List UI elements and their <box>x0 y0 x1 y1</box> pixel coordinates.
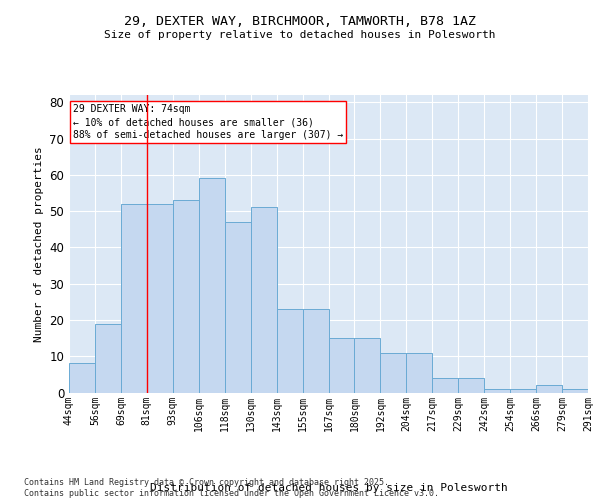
Bar <box>121 204 147 392</box>
Bar <box>406 352 432 393</box>
Bar <box>225 222 251 392</box>
Bar <box>510 389 536 392</box>
Bar <box>277 309 302 392</box>
Bar <box>562 389 588 392</box>
Bar <box>380 352 406 393</box>
Y-axis label: Number of detached properties: Number of detached properties <box>34 146 44 342</box>
Bar <box>147 204 173 392</box>
Bar <box>302 309 329 392</box>
Text: Contains HM Land Registry data © Crown copyright and database right 2025.
Contai: Contains HM Land Registry data © Crown c… <box>24 478 439 498</box>
X-axis label: Distribution of detached houses by size in Polesworth: Distribution of detached houses by size … <box>149 484 508 494</box>
Bar <box>458 378 484 392</box>
Text: Size of property relative to detached houses in Polesworth: Size of property relative to detached ho… <box>104 30 496 40</box>
Bar <box>484 389 510 392</box>
Bar <box>355 338 380 392</box>
Bar <box>95 324 121 392</box>
Bar <box>173 200 199 392</box>
Bar <box>69 364 95 392</box>
Bar <box>536 385 562 392</box>
Bar <box>433 378 458 392</box>
Text: 29, DEXTER WAY, BIRCHMOOR, TAMWORTH, B78 1AZ: 29, DEXTER WAY, BIRCHMOOR, TAMWORTH, B78… <box>124 15 476 28</box>
Bar <box>329 338 355 392</box>
Text: 29 DEXTER WAY: 74sqm
← 10% of detached houses are smaller (36)
88% of semi-detac: 29 DEXTER WAY: 74sqm ← 10% of detached h… <box>73 104 343 141</box>
Bar <box>251 208 277 392</box>
Bar <box>199 178 224 392</box>
